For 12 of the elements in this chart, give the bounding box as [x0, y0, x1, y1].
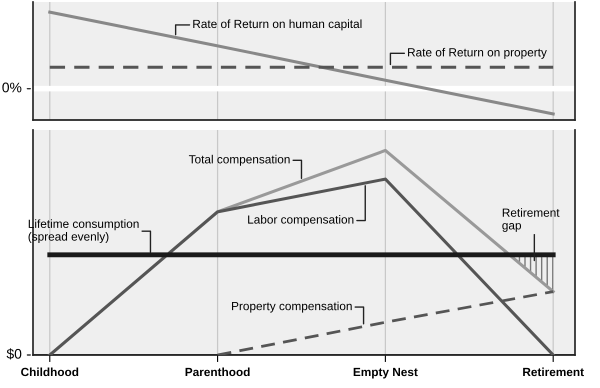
x-tick-label: Retirement [523, 368, 584, 376]
series-label: Total compensation [188, 154, 290, 166]
series-label: Rate of Return on property [408, 48, 547, 59]
series-label: Property compensation [232, 302, 352, 313]
ref-line-label: 0% [2, 82, 22, 92]
annotation: Retirement gap [502, 208, 560, 232]
x-tick-label: Empty Nest [354, 368, 418, 379]
series-label: Labor compensation [248, 215, 354, 226]
x-tick-label: Childhood [21, 368, 78, 376]
ref-line-label: $0 [6, 348, 22, 360]
x-tick-label: Parenthood [186, 368, 250, 376]
series-label: Rate of Return on human capital [193, 19, 362, 30]
